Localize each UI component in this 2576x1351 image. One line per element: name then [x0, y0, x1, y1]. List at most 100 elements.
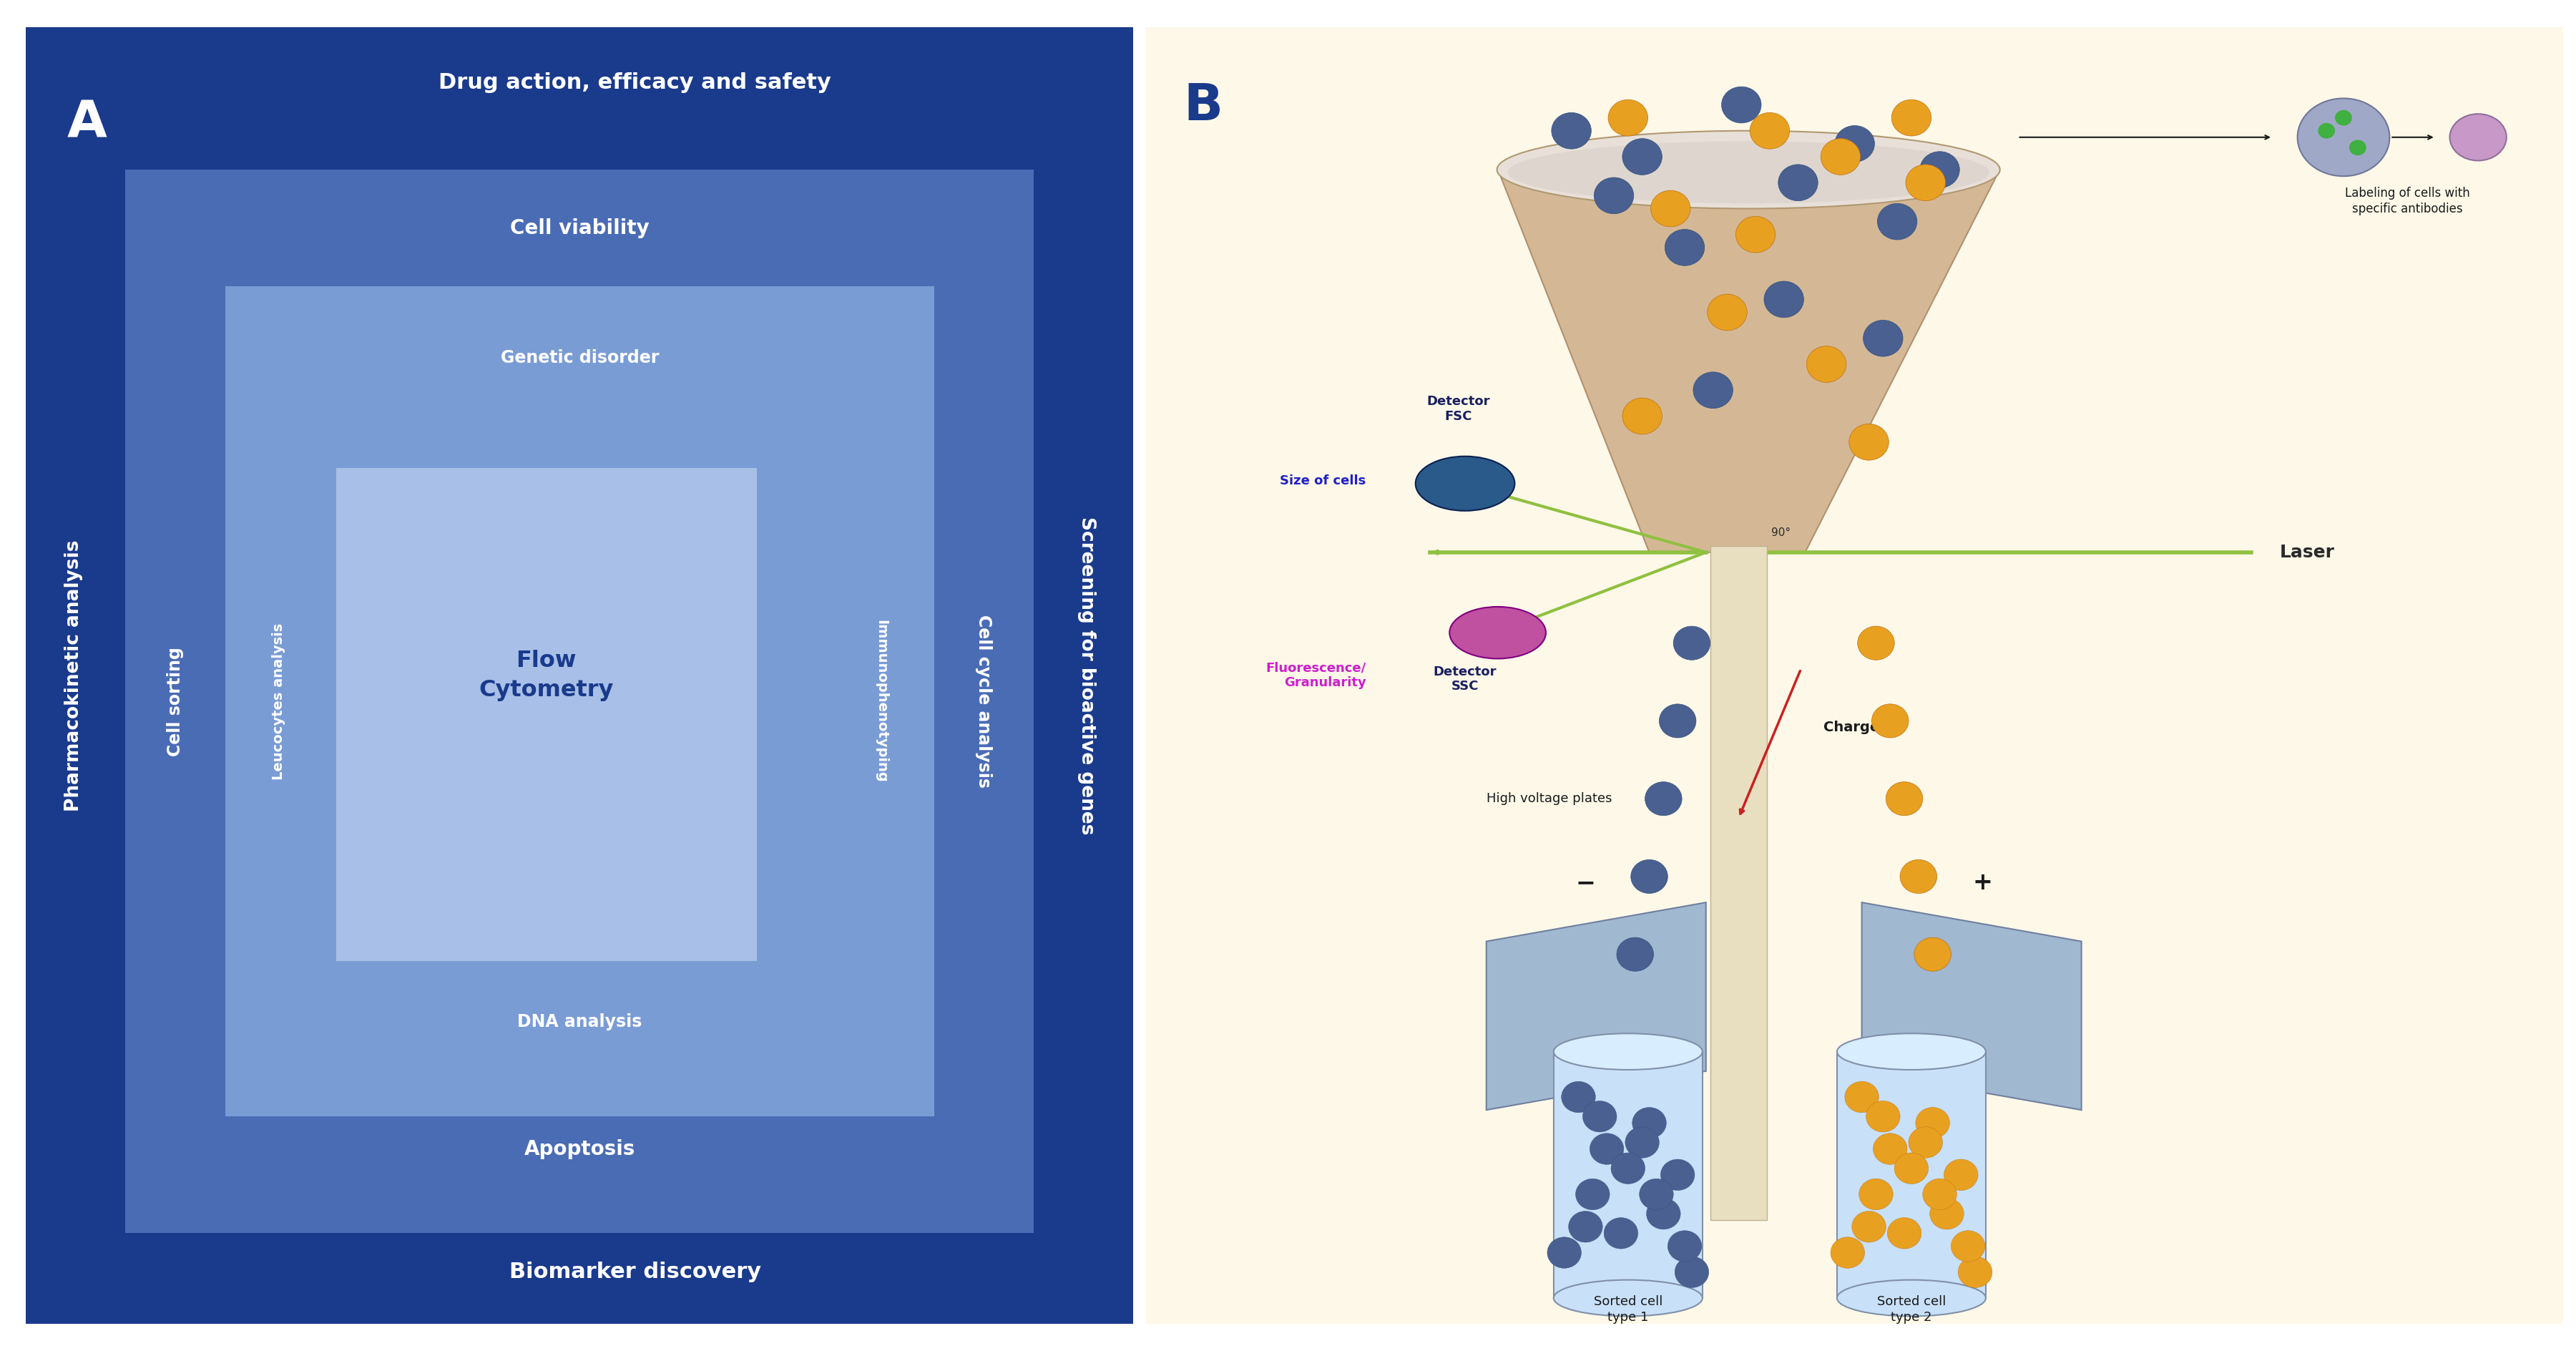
Text: Laser: Laser [2280, 543, 2334, 561]
Circle shape [1922, 1178, 1958, 1210]
Circle shape [1569, 1210, 1602, 1243]
Circle shape [1893, 1152, 1929, 1183]
Text: DNA analysis: DNA analysis [518, 1013, 641, 1031]
Circle shape [1674, 1256, 1708, 1288]
Circle shape [1950, 1231, 1986, 1262]
Circle shape [1631, 859, 1667, 893]
Circle shape [1958, 1256, 1991, 1288]
Circle shape [1765, 281, 1803, 317]
Circle shape [1873, 704, 1909, 738]
Ellipse shape [1837, 1034, 1986, 1070]
Circle shape [1878, 204, 1917, 239]
Circle shape [1806, 346, 1847, 382]
Ellipse shape [1417, 457, 1515, 511]
Circle shape [1857, 627, 1893, 659]
Polygon shape [1499, 176, 1996, 553]
Circle shape [1736, 216, 1775, 253]
FancyBboxPatch shape [26, 27, 1133, 1324]
Text: Leucocytes analysis: Leucocytes analysis [270, 623, 286, 780]
Text: Sorted cell
type 1: Sorted cell type 1 [1595, 1296, 1662, 1324]
Ellipse shape [1553, 1279, 1703, 1316]
Circle shape [1667, 1231, 1703, 1262]
Circle shape [1551, 112, 1592, 149]
Circle shape [1638, 1178, 1674, 1210]
Text: Detector
SSC: Detector SSC [1432, 665, 1497, 693]
Circle shape [1914, 938, 1950, 971]
Bar [1553, 1051, 1703, 1298]
Circle shape [1945, 1159, 1978, 1190]
Circle shape [1886, 782, 1922, 816]
Ellipse shape [1837, 1279, 1986, 1316]
Circle shape [2349, 141, 2367, 155]
Text: B: B [1182, 81, 1224, 131]
Polygon shape [1862, 902, 2081, 1111]
Circle shape [1919, 151, 1960, 188]
Text: High voltage plates: High voltage plates [1486, 792, 1613, 805]
Circle shape [1929, 1198, 1963, 1229]
Circle shape [1844, 1081, 1878, 1113]
Bar [1710, 546, 1767, 1220]
Text: 90°: 90° [1772, 527, 1790, 538]
Circle shape [1662, 1159, 1695, 1190]
Text: −: − [1577, 871, 1595, 894]
Circle shape [1749, 112, 1790, 149]
Text: Biomarker discovery: Biomarker discovery [510, 1262, 760, 1282]
Circle shape [1888, 1217, 1922, 1248]
Text: Apoptosis: Apoptosis [523, 1139, 636, 1159]
Circle shape [1674, 627, 1710, 659]
Text: Screening for bioactive genes: Screening for bioactive genes [1077, 516, 1097, 835]
Circle shape [1582, 1101, 1618, 1132]
Ellipse shape [1507, 141, 1989, 204]
Text: +: + [1973, 871, 1991, 894]
Text: Cell viability: Cell viability [510, 218, 649, 238]
Circle shape [1607, 100, 1649, 136]
Circle shape [1873, 1133, 1906, 1165]
Circle shape [1721, 86, 1762, 123]
Text: Size of cells: Size of cells [1280, 474, 1365, 488]
Ellipse shape [1553, 1034, 1703, 1070]
Circle shape [1664, 230, 1705, 266]
Circle shape [1708, 295, 1747, 331]
Circle shape [1646, 782, 1682, 816]
Circle shape [2334, 109, 2352, 126]
Circle shape [1891, 100, 1932, 136]
Circle shape [1659, 704, 1695, 738]
Circle shape [1901, 859, 1937, 893]
Text: Flow
Cytometry: Flow Cytometry [479, 650, 613, 701]
Circle shape [1832, 1238, 1865, 1269]
Text: Immunophenotyping: Immunophenotyping [873, 620, 889, 784]
Circle shape [1909, 1127, 1942, 1158]
Circle shape [1618, 938, 1654, 971]
Circle shape [1692, 372, 1734, 408]
Circle shape [1651, 190, 1690, 227]
Circle shape [1561, 1081, 1595, 1113]
FancyBboxPatch shape [335, 467, 757, 961]
Circle shape [1625, 1127, 1659, 1158]
Circle shape [1862, 320, 1904, 357]
Text: Genetic disorder: Genetic disorder [500, 349, 659, 366]
Text: Detector
FSC: Detector FSC [1427, 394, 1489, 423]
Bar [1837, 1051, 1986, 1298]
Circle shape [1577, 1178, 1610, 1210]
Circle shape [1610, 1152, 1646, 1183]
Ellipse shape [2450, 113, 2506, 161]
Text: Drug action, efficacy and safety: Drug action, efficacy and safety [438, 73, 832, 93]
Ellipse shape [2298, 99, 2391, 176]
FancyBboxPatch shape [1146, 27, 2563, 1324]
Text: A: A [67, 99, 106, 147]
Circle shape [1589, 1133, 1623, 1165]
Text: Labeling of cells with
specific antibodies: Labeling of cells with specific antibodi… [2344, 186, 2470, 215]
Ellipse shape [1497, 131, 1999, 208]
Circle shape [1917, 1108, 1950, 1139]
Text: Sorted cell
type 2: Sorted cell type 2 [1878, 1296, 1945, 1324]
Circle shape [1906, 165, 1945, 201]
Ellipse shape [1450, 607, 1546, 659]
Circle shape [2318, 123, 2334, 139]
Text: Cell cycle analysis: Cell cycle analysis [976, 615, 992, 788]
Text: Charge: Charge [1824, 720, 1880, 734]
Circle shape [1623, 139, 1662, 174]
Circle shape [1595, 177, 1633, 213]
Circle shape [1850, 424, 1888, 461]
Circle shape [1860, 1178, 1893, 1210]
Text: Pharmacokinetic analysis: Pharmacokinetic analysis [64, 539, 82, 812]
